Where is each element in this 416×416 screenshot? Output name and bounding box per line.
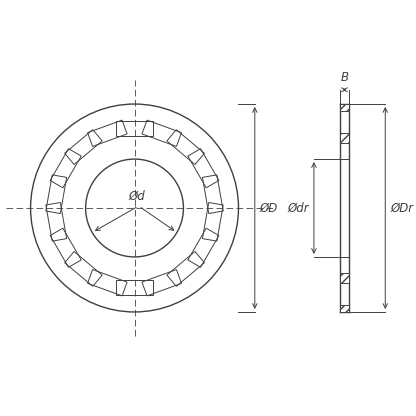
Text: Ød: Ød	[128, 190, 145, 203]
Bar	[339, 305, 349, 312]
Bar	[339, 104, 349, 111]
Text: Ødr: Ødr	[287, 201, 309, 215]
Text: ØD: ØD	[260, 201, 278, 215]
Text: B: B	[341, 72, 349, 84]
Bar	[339, 133, 349, 143]
Bar	[339, 273, 349, 283]
Text: ØDr: ØDr	[390, 201, 413, 215]
